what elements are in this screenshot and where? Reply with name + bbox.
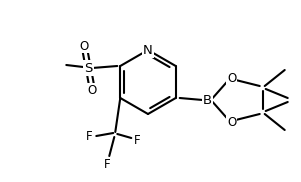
Text: O: O (227, 116, 236, 128)
Text: F: F (86, 130, 93, 143)
Text: S: S (84, 62, 92, 74)
Text: N: N (143, 43, 153, 56)
Text: F: F (134, 134, 141, 147)
Text: O: O (80, 39, 89, 52)
Text: F: F (104, 157, 110, 171)
Text: B: B (203, 94, 212, 106)
Text: O: O (88, 84, 97, 96)
Text: O: O (227, 72, 236, 84)
